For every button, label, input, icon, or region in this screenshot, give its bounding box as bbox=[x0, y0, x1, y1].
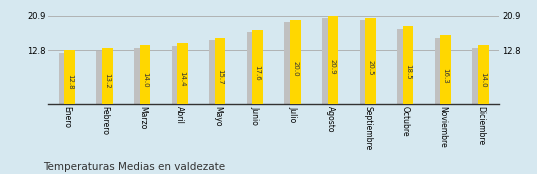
Bar bbox=[328, 16, 338, 104]
Bar bbox=[215, 38, 226, 104]
Text: 15.7: 15.7 bbox=[217, 69, 223, 84]
Text: 16.3: 16.3 bbox=[442, 68, 448, 83]
Bar bbox=[97, 51, 104, 104]
Bar bbox=[140, 45, 150, 104]
Bar bbox=[285, 22, 292, 104]
Text: 14.0: 14.0 bbox=[480, 72, 486, 87]
Bar bbox=[403, 26, 413, 104]
Text: 12.8: 12.8 bbox=[67, 74, 72, 89]
Bar bbox=[59, 53, 67, 104]
Bar bbox=[177, 43, 188, 104]
Bar bbox=[247, 32, 255, 104]
Bar bbox=[64, 50, 75, 104]
Bar bbox=[209, 40, 217, 104]
Text: 14.4: 14.4 bbox=[179, 71, 185, 86]
Bar bbox=[252, 30, 263, 104]
Text: 20.5: 20.5 bbox=[367, 60, 373, 76]
Bar bbox=[397, 29, 405, 104]
Bar bbox=[102, 49, 113, 104]
Text: 17.6: 17.6 bbox=[255, 65, 260, 81]
Text: 20.0: 20.0 bbox=[292, 61, 298, 77]
Text: 14.0: 14.0 bbox=[142, 72, 148, 87]
Bar bbox=[473, 48, 480, 104]
Bar bbox=[440, 35, 451, 104]
Text: 20.9: 20.9 bbox=[330, 59, 336, 75]
Bar bbox=[478, 45, 489, 104]
Text: 18.5: 18.5 bbox=[405, 64, 411, 79]
Bar bbox=[360, 20, 367, 104]
Bar bbox=[172, 46, 179, 104]
Bar bbox=[435, 38, 442, 104]
Bar bbox=[134, 48, 142, 104]
Bar bbox=[365, 18, 376, 104]
Text: 13.2: 13.2 bbox=[104, 73, 110, 89]
Bar bbox=[290, 20, 301, 104]
Bar bbox=[322, 18, 330, 104]
Text: Temperaturas Medias en valdezate: Temperaturas Medias en valdezate bbox=[43, 162, 225, 172]
